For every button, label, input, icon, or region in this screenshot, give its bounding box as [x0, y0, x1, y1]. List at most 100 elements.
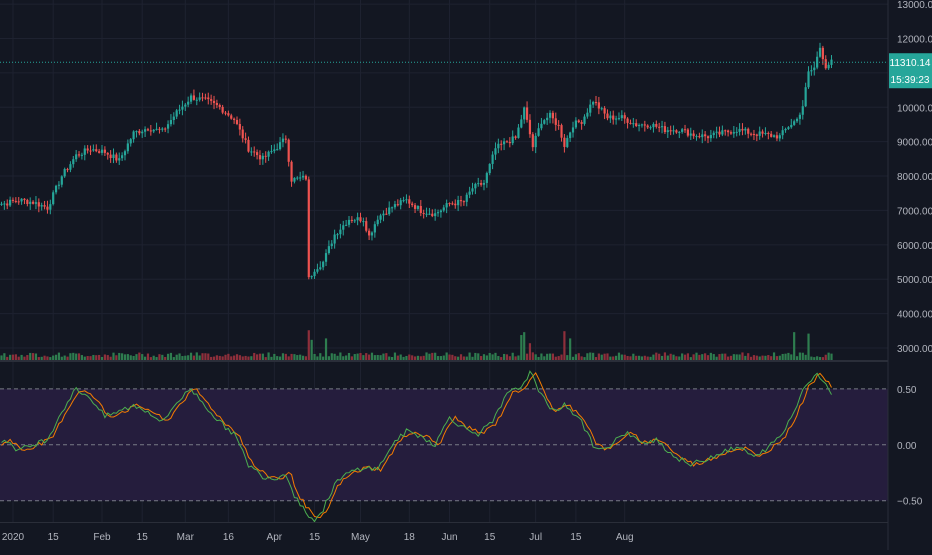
- volume-bar: [138, 352, 141, 360]
- oscillator-axis[interactable]: 0.50 0.00 −0.50: [897, 385, 923, 508]
- volume-bar: [23, 356, 26, 360]
- candle-body: [652, 124, 655, 128]
- candle-body: [316, 269, 319, 272]
- volume-bar: [646, 356, 649, 360]
- volume-bar: [520, 335, 523, 360]
- candle-body: [531, 134, 534, 148]
- volume-bar: [161, 354, 164, 360]
- time-tick-label: 2020: [2, 532, 25, 543]
- candle-body: [20, 198, 23, 202]
- candle-body: [798, 114, 802, 119]
- volume-bar: [617, 352, 621, 360]
- candle-body: [299, 177, 302, 179]
- price-tick-label: 4000.00: [897, 310, 932, 321]
- candle-body: [287, 139, 290, 162]
- candle-body: [46, 206, 49, 210]
- candle-body: [827, 64, 830, 69]
- candle-body: [356, 217, 359, 221]
- volume-bar: [304, 356, 308, 360]
- candle-body: [345, 224, 348, 226]
- candle-body: [161, 128, 164, 130]
- volume-bar: [413, 356, 417, 360]
- candle-body: [49, 204, 52, 210]
- candle-body: [721, 130, 724, 135]
- candle-body: [758, 131, 761, 136]
- candle-body: [379, 215, 382, 220]
- price-tick-label: 13000.00: [897, 0, 932, 11]
- candle-body: [370, 232, 374, 236]
- volume-bar: [675, 356, 678, 360]
- candle-body: [92, 149, 95, 151]
- volume-bar: [362, 355, 365, 360]
- last-price-marker: 11310.14 15:39:23: [0, 53, 932, 89]
- volume-bar: [235, 354, 239, 360]
- volume-bar: [293, 354, 296, 360]
- volume-bar: [606, 353, 609, 360]
- volume-bar: [577, 353, 580, 360]
- volume-bar: [253, 352, 256, 360]
- volume-bar: [655, 352, 658, 360]
- volume-bar: [227, 353, 230, 360]
- candle-body: [732, 132, 735, 134]
- candle-body: [123, 151, 127, 156]
- candle-body: [330, 243, 333, 247]
- volume-bar: [376, 354, 379, 360]
- candle-body: [540, 123, 543, 129]
- candle-body: [172, 116, 175, 121]
- volume-bar: [238, 355, 241, 360]
- candle-body: [118, 158, 121, 161]
- volume-bar: [411, 355, 414, 360]
- volume-bar: [514, 356, 517, 360]
- volume-bar: [448, 354, 451, 360]
- candle-body: [109, 154, 112, 159]
- volume-bar: [764, 355, 767, 360]
- candle-body: [649, 127, 652, 129]
- candle-body: [362, 221, 365, 223]
- volume-bar: [267, 352, 270, 360]
- volume-bar: [640, 356, 644, 360]
- volume-bar: [115, 355, 118, 360]
- volume-bar: [767, 355, 770, 360]
- volume-bar: [485, 355, 488, 360]
- volume-bar: [428, 353, 431, 360]
- candle-body: [402, 200, 405, 202]
- candle-body: [143, 129, 147, 132]
- volume-bar: [431, 352, 434, 360]
- volume-bar: [276, 356, 279, 360]
- time-axis[interactable]: 2020 15 Feb 15 Mar 16 Apr 15 May 18 Jun 15 Jul 15 Aug: [2, 532, 634, 543]
- volume-bar: [652, 354, 655, 360]
- volume-bar: [468, 352, 471, 360]
- candle-body: [623, 115, 626, 119]
- volume-bar: [830, 353, 833, 360]
- volume-bar: [184, 355, 187, 360]
- volume-bar: [359, 353, 362, 360]
- volume-bar: [244, 355, 247, 360]
- volume-bar: [284, 353, 287, 360]
- candle-body: [270, 151, 273, 153]
- volume-bar: [658, 353, 661, 360]
- candle-body: [327, 246, 330, 254]
- volume-bar: [201, 353, 204, 360]
- candle-body: [83, 148, 86, 155]
- volume-bar: [712, 354, 715, 360]
- volume-bar: [98, 354, 101, 360]
- volume-bar: [261, 353, 264, 360]
- volume-bar: [749, 356, 753, 360]
- candle-body: [189, 95, 193, 102]
- candle-body: [373, 224, 376, 233]
- candle-body: [14, 200, 17, 202]
- volume-bar: [787, 352, 790, 360]
- volume-bar: [247, 356, 250, 360]
- candle-body: [141, 131, 144, 134]
- candle-body: [69, 164, 72, 170]
- volume-bar: [574, 354, 577, 360]
- volume-bar: [34, 353, 38, 360]
- candle-body: [290, 161, 293, 182]
- volume-bar: [175, 354, 178, 360]
- time-tick-label: 18: [404, 532, 416, 543]
- volume-bar: [215, 355, 218, 360]
- candle-body: [419, 206, 422, 214]
- volume-bar: [439, 356, 443, 360]
